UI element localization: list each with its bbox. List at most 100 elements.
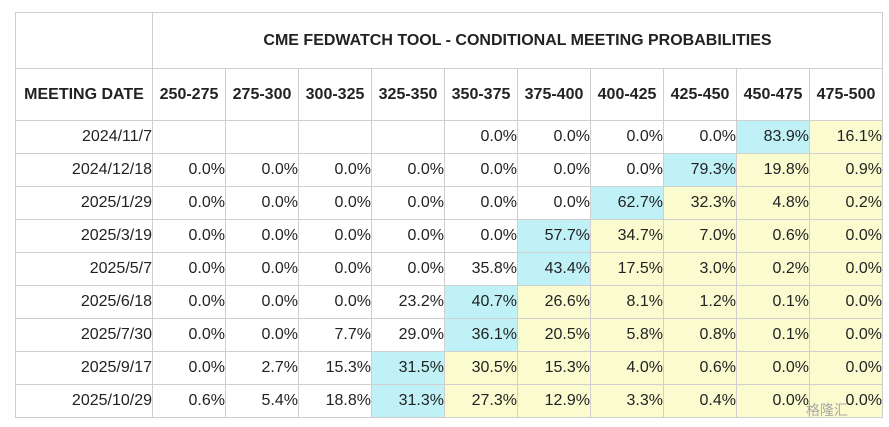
probability-cell: 0.0% xyxy=(152,153,226,187)
title-row: CME FEDWATCH TOOL - CONDITIONAL MEETING … xyxy=(15,12,883,69)
probability-cell: 57.7% xyxy=(517,219,591,253)
meeting-date-cell: 2025/6/18 xyxy=(15,285,153,319)
meeting-date-cell: 2024/11/7 xyxy=(15,120,153,154)
probability-cell: 34.7% xyxy=(590,219,664,253)
probability-cell: 20.5% xyxy=(517,318,591,352)
table-row: 2025/9/17 0.0% 2.7% 15.3% 31.5% 30.5% 15.3% 4.0… xyxy=(15,351,883,385)
probability-cell: 7.7% xyxy=(298,318,372,352)
probability-cell: 31.5% xyxy=(371,351,445,385)
probability-cell: 12.9% xyxy=(517,384,591,418)
probability-cell: 0.0% xyxy=(444,186,518,220)
range-header-425-450: 425-450 xyxy=(663,68,737,121)
probability-cell: 0.0% xyxy=(809,285,883,319)
probability-cell: 8.1% xyxy=(590,285,664,319)
probability-cell: 3.3% xyxy=(590,384,664,418)
range-header-450-475: 450-475 xyxy=(736,68,810,121)
table-title: CME FEDWATCH TOOL - CONDITIONAL MEETING … xyxy=(152,12,883,69)
probability-cell xyxy=(298,120,372,154)
probability-cell: 0.0% xyxy=(517,120,591,154)
probability-cell: 0.0% xyxy=(298,285,372,319)
probability-cell: 0.0% xyxy=(298,252,372,286)
table-row: 2025/1/29 0.0% 0.0% 0.0% 0.0% 0.0% 0.0% 62.7% 32… xyxy=(15,186,883,220)
probability-cell: 31.3% xyxy=(371,384,445,418)
meeting-date-cell: 2025/10/29 xyxy=(15,384,153,418)
probability-cell: 0.0% xyxy=(809,384,883,418)
column-header-row: MEETING DATE 250-275 275-300 300-325 325-35… xyxy=(15,68,883,121)
probability-cell: 0.0% xyxy=(225,285,299,319)
probability-cell: 36.1% xyxy=(444,318,518,352)
probability-cell: 0.0% xyxy=(736,384,810,418)
probability-cell: 30.5% xyxy=(444,351,518,385)
probability-cell: 0.4% xyxy=(663,384,737,418)
watermark-logo: 格隆汇 xyxy=(806,400,848,420)
probability-cell: 0.0% xyxy=(590,120,664,154)
meeting-date-header: MEETING DATE xyxy=(15,68,153,121)
probability-cell: 0.0% xyxy=(590,153,664,187)
probability-cell: 0.0% xyxy=(444,120,518,154)
probability-cell: 32.3% xyxy=(663,186,737,220)
table-row: 2024/11/7 0.0% 0.0% 0.0% 0.0% 83.9% 16.1% xyxy=(15,120,883,154)
probability-cell: 7.0% xyxy=(663,219,737,253)
watermark-text: 格隆汇 xyxy=(806,402,848,418)
probability-cell: 1.2% xyxy=(663,285,737,319)
table-body: 2024/11/7 0.0% 0.0% 0.0% 0.0% 83.9% 16.1% 2024/… xyxy=(15,120,883,418)
table-row: 2024/12/18 0.0% 0.0% 0.0% 0.0% 0.0% 0.0% 0.0% 79… xyxy=(15,153,883,187)
probability-cell: 0.0% xyxy=(371,219,445,253)
probability-cell: 4.0% xyxy=(590,351,664,385)
probability-cell: 0.0% xyxy=(225,252,299,286)
probability-cell: 0.0% xyxy=(809,219,883,253)
probability-cell: 0.0% xyxy=(809,252,883,286)
probability-cell: 0.0% xyxy=(444,219,518,253)
range-header-350-375: 350-375 xyxy=(444,68,518,121)
probability-cell: 0.2% xyxy=(736,252,810,286)
probability-cell: 0.9% xyxy=(809,153,883,187)
meeting-date-cell: 2025/3/19 xyxy=(15,219,153,253)
probability-cell: 0.6% xyxy=(152,384,226,418)
probability-cell: 15.3% xyxy=(517,351,591,385)
range-header-400-425: 400-425 xyxy=(590,68,664,121)
probability-cell: 79.3% xyxy=(663,153,737,187)
probability-cell: 0.0% xyxy=(517,153,591,187)
probability-cell: 83.9% xyxy=(736,120,810,154)
corner-cell xyxy=(15,12,153,69)
probability-cell: 0.0% xyxy=(298,186,372,220)
probability-cell xyxy=(152,120,226,154)
probability-cell: 16.1% xyxy=(809,120,883,154)
probability-cell: 0.0% xyxy=(225,219,299,253)
probability-cell: 0.0% xyxy=(809,351,883,385)
probability-cell: 0.0% xyxy=(736,351,810,385)
probability-cell: 0.8% xyxy=(663,318,737,352)
meeting-date-cell: 2024/12/18 xyxy=(15,153,153,187)
probability-cell: 0.0% xyxy=(371,186,445,220)
range-header-275-300: 275-300 xyxy=(225,68,299,121)
probability-cell: 0.0% xyxy=(298,153,372,187)
probability-cell: 0.0% xyxy=(152,285,226,319)
probability-cell: 18.8% xyxy=(298,384,372,418)
probability-cell: 0.0% xyxy=(663,120,737,154)
probability-cell: 0.0% xyxy=(444,153,518,187)
table-row: 2025/5/7 0.0% 0.0% 0.0% 0.0% 35.8% 43.4% 17.5% 3… xyxy=(15,252,883,286)
probability-cell: 5.4% xyxy=(225,384,299,418)
probability-cell: 23.2% xyxy=(371,285,445,319)
probability-cell: 5.8% xyxy=(590,318,664,352)
meeting-date-cell: 2025/7/30 xyxy=(15,318,153,352)
probability-cell: 0.0% xyxy=(371,153,445,187)
probability-cell: 43.4% xyxy=(517,252,591,286)
probability-cell: 0.0% xyxy=(152,186,226,220)
probability-cell xyxy=(371,120,445,154)
probability-table: CME FEDWATCH TOOL - CONDITIONAL MEETING … xyxy=(15,12,883,418)
range-header-300-325: 300-325 xyxy=(298,68,372,121)
table-row: 2025/6/18 0.0% 0.0% 0.0% 23.2% 40.7% 26.6% 8.1%… xyxy=(15,285,883,319)
probability-cell: 15.3% xyxy=(298,351,372,385)
range-header-250-275: 250-275 xyxy=(152,68,226,121)
meeting-date-cell: 2025/9/17 xyxy=(15,351,153,385)
probability-cell: 29.0% xyxy=(371,318,445,352)
probability-cell: 4.8% xyxy=(736,186,810,220)
probability-cell: 0.0% xyxy=(225,153,299,187)
probability-cell: 0.0% xyxy=(152,252,226,286)
probability-cell: 0.0% xyxy=(225,186,299,220)
probability-cell: 0.0% xyxy=(371,252,445,286)
probability-cell: 0.6% xyxy=(736,219,810,253)
probability-cell: 0.0% xyxy=(152,318,226,352)
fedwatch-table-container: CME FEDWATCH TOOL - CONDITIONAL MEETING … xyxy=(15,12,883,418)
